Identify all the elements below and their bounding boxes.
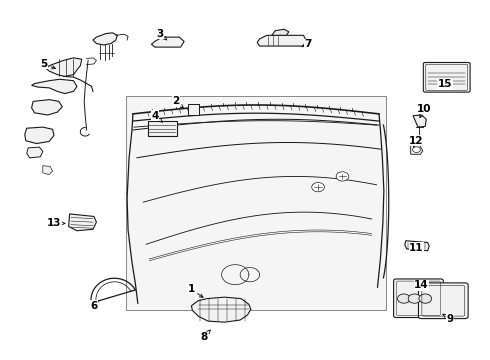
FancyBboxPatch shape (393, 279, 443, 318)
FancyBboxPatch shape (418, 283, 468, 319)
Polygon shape (272, 29, 289, 35)
Polygon shape (411, 145, 423, 154)
Text: 15: 15 (438, 79, 452, 89)
Circle shape (408, 294, 421, 303)
Text: 9: 9 (443, 314, 453, 324)
Text: 6: 6 (90, 300, 98, 311)
Text: 10: 10 (417, 104, 432, 118)
FancyBboxPatch shape (189, 104, 199, 114)
Circle shape (413, 147, 420, 153)
Polygon shape (257, 35, 306, 46)
Text: 12: 12 (409, 136, 424, 147)
Circle shape (397, 294, 410, 303)
Polygon shape (93, 33, 117, 45)
Text: 7: 7 (301, 39, 312, 49)
Polygon shape (43, 166, 52, 175)
Polygon shape (405, 241, 429, 251)
Polygon shape (31, 79, 77, 94)
Polygon shape (46, 58, 82, 76)
Text: 3: 3 (156, 28, 167, 40)
Circle shape (312, 183, 324, 192)
Polygon shape (413, 115, 426, 127)
Text: 4: 4 (151, 111, 162, 122)
Text: 14: 14 (414, 280, 429, 291)
Circle shape (336, 172, 349, 181)
Polygon shape (25, 127, 54, 144)
Polygon shape (151, 37, 184, 47)
FancyBboxPatch shape (423, 63, 470, 92)
Polygon shape (27, 147, 43, 158)
Text: 2: 2 (172, 96, 183, 108)
Text: 1: 1 (188, 284, 203, 297)
Text: 8: 8 (200, 330, 210, 342)
Bar (125, 96, 386, 310)
Text: 5: 5 (41, 59, 55, 69)
Polygon shape (31, 100, 62, 115)
Text: 13: 13 (47, 218, 65, 228)
Circle shape (419, 294, 432, 303)
Polygon shape (192, 297, 251, 322)
Text: 11: 11 (409, 242, 424, 253)
FancyBboxPatch shape (147, 121, 177, 136)
Polygon shape (69, 214, 97, 231)
